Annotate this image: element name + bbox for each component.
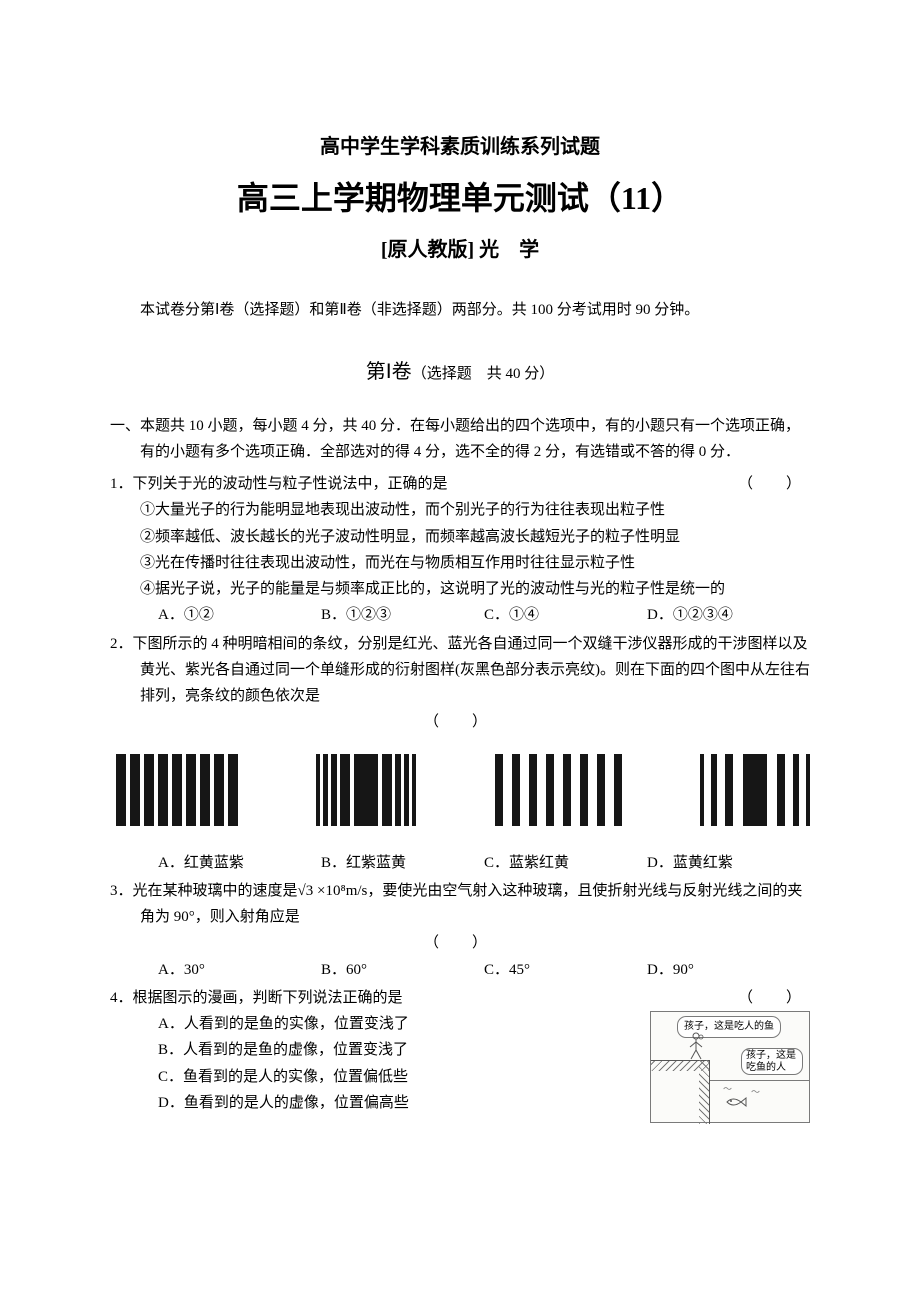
wall-line	[709, 1060, 710, 1124]
q1-statement-2: ②频率越低、波长越长的光子波动性明显，而频率越高波长越短光子的粒子性明显	[110, 524, 810, 550]
q3-option-c: C．45°	[484, 957, 647, 983]
subtitle: [原人教版] 光 学	[110, 233, 810, 262]
q1-statement-3: ③光在传播时往往表现出波动性，而光在与物质相互作用时往往显示粒子性	[110, 550, 810, 576]
question-3: 3．光在某种玻璃中的速度是√3 ×10⁸m/s，要使光由空气射入这种玻璃，且使折…	[110, 878, 810, 983]
q3-options: A．30° B．60° C．45° D．90°	[110, 957, 810, 983]
wall-hatch	[699, 1060, 709, 1124]
q1-stem: 1．下列关于光的波动性与粒子性说法中，正确的是	[110, 476, 448, 492]
fish-icon	[725, 1096, 747, 1108]
pattern-2	[316, 754, 416, 826]
q4-stem: 4．根据图示的漫画，判断下列说法正确的是	[110, 990, 403, 1006]
q2-option-a: A．红黄蓝紫	[158, 850, 321, 876]
pattern-3	[495, 754, 622, 826]
q2-option-d: D．蓝黄红紫	[647, 850, 810, 876]
q1-statement-1: ①大量光子的行为能明显地表现出波动性，而个别光子的行为往往表现出粒子性	[110, 497, 810, 523]
section-1-header: 第Ⅰ卷（选择题 共 40 分）	[110, 355, 810, 384]
q4-option-d: D．鱼看到的是人的虚像，位置偏高些	[110, 1090, 638, 1116]
question-4: 4．根据图示的漫画，判断下列说法正确的是 （ ） A．人看到的是鱼的实像，位置变…	[110, 985, 810, 1123]
fringe-patterns	[110, 736, 810, 850]
q4-option-b: B．人看到的是鱼的虚像，位置变浅了	[110, 1037, 638, 1063]
sqrt3: √3	[298, 883, 314, 899]
q2-options: A．红黄蓝紫 B．红紫蓝黄 C．蓝紫红黄 D．蓝黄红紫	[110, 850, 810, 876]
q1-option-a: A．①②	[158, 602, 321, 628]
q1-option-b: B．①②③	[321, 602, 484, 628]
q3-option-d: D．90°	[647, 957, 810, 983]
q3-option-a: A．30°	[158, 957, 321, 983]
main-title: 高三上学期物理单元测试（11）	[110, 173, 810, 219]
q1-statement-4: ④据光子说，光子的能量是与频率成正比的，这说明了光的波动性与光的粒子性是统一的	[110, 576, 810, 602]
answer-blank: （ ）	[424, 714, 496, 730]
exam-info: 本试卷分第Ⅰ卷（选择题）和第Ⅱ卷（非选择题）两部分。共 100 分考试用时 90…	[110, 298, 810, 319]
q4-option-c: C．鱼看到的是人的实像，位置偏低些	[110, 1064, 638, 1090]
q2-option-b: B．红紫蓝黄	[321, 850, 484, 876]
series-title: 高中学生学科素质训练系列试题	[110, 130, 810, 159]
question-2: 2．下图所示的 4 种明暗相间的条纹，分别是红光、蓝光各自通过同一个双缝干涉仪器…	[110, 631, 810, 876]
speech-bubble-2: 孩子，这是吃鱼的人	[741, 1048, 803, 1075]
cartoon-figure: 孩子，这是吃人的鱼 孩子，这是吃鱼的人 〜 〜	[650, 1011, 810, 1123]
q1-option-c: C．①④	[484, 602, 647, 628]
wave-icon: 〜	[751, 1085, 760, 1101]
answer-blank: （ ）	[768, 985, 810, 1011]
q3-stem-a: 3．光在某种玻璃中的速度是	[110, 883, 298, 899]
q4-option-a: A．人看到的是鱼的实像，位置变浅了	[110, 1011, 638, 1037]
section-label-major: 第Ⅰ卷	[366, 361, 412, 383]
q1-option-d: D．①②③④	[647, 602, 810, 628]
section-instructions: 一、本题共 10 小题，每小题 4 分，共 40 分．在每小题给出的四个选项中，…	[110, 414, 810, 465]
q2-option-c: C．蓝紫红黄	[484, 850, 647, 876]
question-1: 1．下列关于光的波动性与粒子性说法中，正确的是 （ ） ①大量光子的行为能明显地…	[110, 471, 810, 629]
section-label-minor: （选择题 共 40 分）	[412, 366, 555, 382]
q3-option-b: B．60°	[321, 957, 484, 983]
water-line	[710, 1080, 809, 1081]
pattern-1	[116, 754, 238, 826]
q2-stem: 2．下图所示的 4 种明暗相间的条纹，分别是红光、蓝光各自通过同一个双缝干涉仪器…	[110, 636, 810, 705]
q1-options: A．①② B．①②③ C．①④ D．①②③④	[110, 602, 810, 628]
person-icon	[687, 1032, 705, 1060]
answer-blank: （ ）	[768, 471, 810, 497]
pattern-4	[700, 754, 810, 826]
answer-blank: （ ）	[424, 935, 496, 951]
